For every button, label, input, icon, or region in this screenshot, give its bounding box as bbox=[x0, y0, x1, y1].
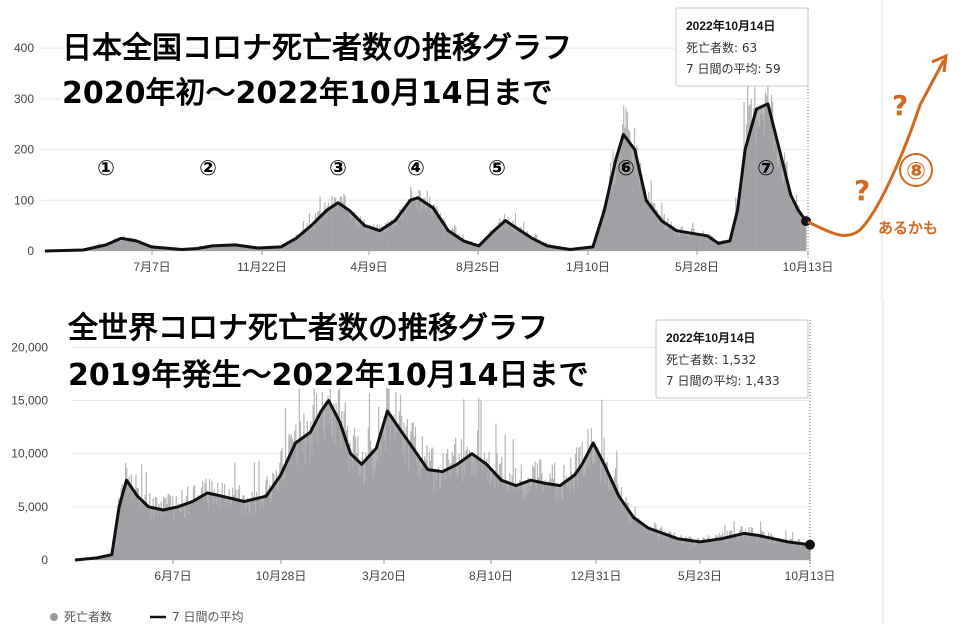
wave-label: ② bbox=[199, 156, 217, 180]
wave-label: ⑥ bbox=[617, 156, 635, 180]
bottom-subtitle: 2019年発生～2022年10月14日まで bbox=[68, 358, 589, 393]
forecast-wave-label: ⑧ bbox=[906, 157, 926, 185]
top-y-axis-ticks: 0 100 200 300 400 bbox=[14, 41, 34, 258]
y-tick-label: 0 bbox=[41, 553, 48, 567]
wave-label: ⑦ bbox=[757, 156, 775, 180]
top-subtitle: 2020年初～2022年10月14日まで bbox=[62, 76, 553, 111]
wave-labels: ① ② ③ ④ ⑤ ⑥ ⑦ bbox=[97, 156, 775, 180]
y-tick-label: 20,000 bbox=[11, 340, 48, 354]
x-tick-label: 5月28日 bbox=[675, 260, 719, 274]
y-tick-label: 0 bbox=[27, 244, 34, 258]
forecast-arrowhead-icon bbox=[931, 53, 948, 73]
wave-label: ① bbox=[97, 156, 115, 180]
x-tick-label: 4月9日 bbox=[350, 260, 387, 274]
x-tick-label: 6月7日 bbox=[154, 569, 191, 583]
y-tick-label: 5,000 bbox=[18, 500, 48, 514]
forecast-circle bbox=[899, 153, 933, 187]
x-tick-label: 5月23日 bbox=[678, 569, 722, 583]
x-tick-label: 12月31日 bbox=[571, 569, 622, 583]
bottom-current-point[interactable] bbox=[805, 539, 815, 550]
y-tick-label: 10,000 bbox=[11, 447, 48, 461]
legend-bars-label: 死亡者数 bbox=[64, 609, 112, 624]
bottom-tooltip-date: 2022年10月14日 bbox=[666, 330, 755, 345]
y-tick-label: 200 bbox=[14, 143, 34, 157]
bottom-tooltip-average: 7 日間の平均: 1,433 bbox=[666, 374, 780, 388]
x-tick-label: 3月20日 bbox=[362, 569, 406, 583]
bottom-tooltip-deaths: 死亡者数: 1,532 bbox=[666, 352, 756, 367]
wave-label: ③ bbox=[329, 156, 347, 180]
x-tick-label: 10月13日 bbox=[785, 569, 836, 583]
legend-bars-swatch-icon bbox=[50, 613, 58, 621]
wave-label: ⑤ bbox=[488, 156, 506, 180]
question-mark-2: ? bbox=[854, 174, 870, 207]
top-x-axis-ticks: 7月7日 11月22日 4月9日 8月25日 1月10日 5月28日 10月13日 bbox=[133, 251, 833, 274]
x-tick-label: 10月13日 bbox=[783, 260, 834, 274]
bottom-x-axis-ticks: 6月7日 10月28日 3月20日 8月10日 12月31日 5月23日 10月13日 bbox=[154, 560, 835, 583]
forecast-text: あるかも bbox=[878, 219, 938, 237]
y-tick-label: 400 bbox=[14, 41, 34, 55]
top-area-fill bbox=[45, 103, 806, 252]
bottom-y-axis-ticks: 0 5,000 10,000 15,000 20,000 bbox=[11, 340, 48, 567]
wave-label: ④ bbox=[407, 156, 425, 180]
x-tick-label: 7月7日 bbox=[133, 260, 170, 274]
bottom-title: 全世界コロナ死亡者数の推移グラフ bbox=[67, 311, 548, 346]
x-tick-label: 8月10日 bbox=[469, 569, 513, 583]
bottom-area-fill bbox=[75, 400, 810, 560]
x-tick-label: 1月10日 bbox=[566, 260, 610, 274]
world-deaths-chart: 0 5,000 10,000 15,000 20,000 6月7日 10月28日 3月20日… bbox=[11, 308, 835, 584]
bottom-7day-average-line bbox=[74, 399, 811, 562]
y-tick-label: 300 bbox=[14, 92, 34, 106]
japan-deaths-chart: 0 100 200 300 400 7月7日 11月22日 4月9日 8月25日 1月10日 5月… bbox=[14, 7, 948, 274]
x-tick-label: 11月22日 bbox=[237, 260, 287, 274]
x-tick-label: 8月25日 bbox=[456, 260, 500, 274]
question-mark-1: ? bbox=[892, 89, 908, 122]
top-tooltip-date: 2022年10月14日 bbox=[686, 18, 775, 33]
top-tooltip-average: 7 日間の平均: 59 bbox=[686, 62, 781, 76]
top-tooltip-deaths: 死亡者数: 63 bbox=[686, 40, 757, 55]
legend-line-label: 7 日間の平均 bbox=[172, 610, 243, 624]
y-tick-label: 15,000 bbox=[11, 393, 48, 407]
forecast-arrow bbox=[807, 59, 946, 237]
top-title: 日本全国コロナ死亡者数の推移グラフ bbox=[62, 31, 572, 66]
top-7day-average-line bbox=[44, 102, 808, 253]
y-tick-label: 100 bbox=[14, 193, 34, 207]
legend: 死亡者数 7 日間の平均 bbox=[50, 609, 243, 624]
x-tick-label: 10月28日 bbox=[256, 569, 307, 583]
top-tooltip: 2022年10月14日 死亡者数: 63 7 日間の平均: 59 bbox=[675, 7, 809, 87]
bottom-tooltip: 2022年10月14日 死亡者数: 1,532 7 日間の平均: 1,433 bbox=[655, 319, 809, 399]
